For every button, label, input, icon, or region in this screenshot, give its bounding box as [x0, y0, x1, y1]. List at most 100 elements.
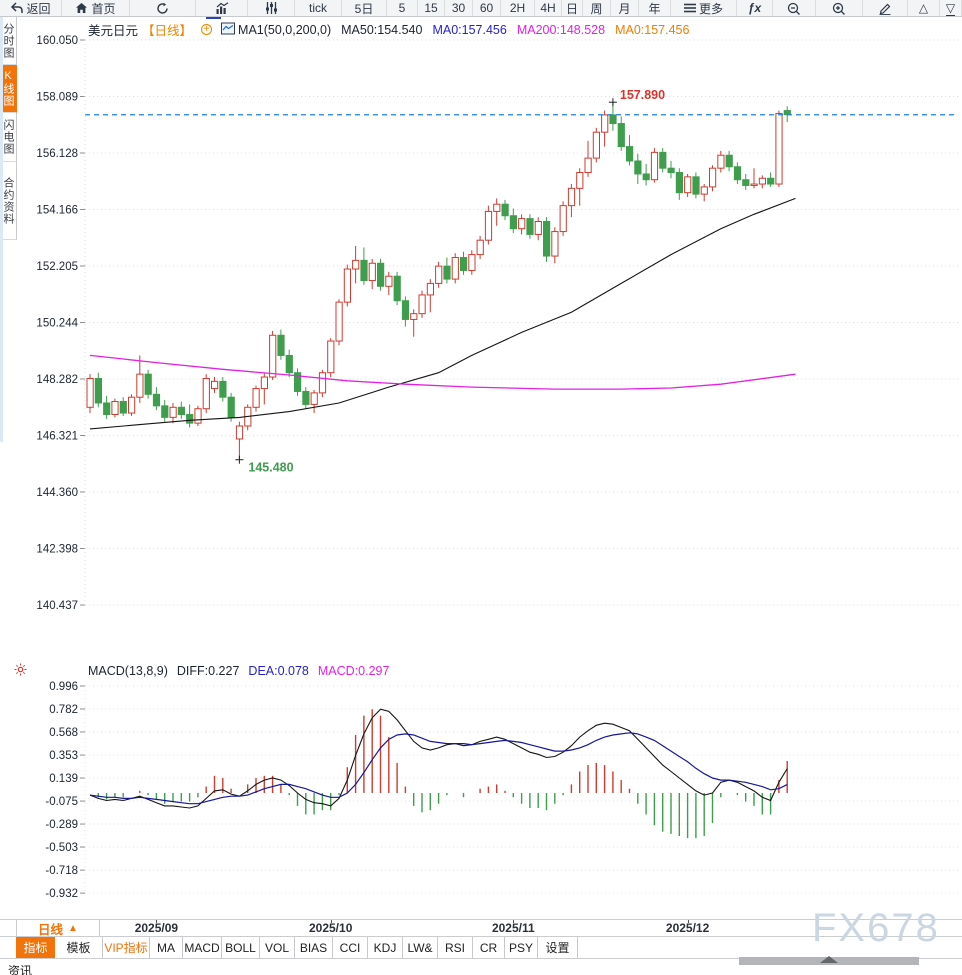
chart-canvas[interactable]: 160.050 158.089 156.128 154.166 152.205 150.2…: [0, 0, 962, 920]
indicator-button-ma[interactable]: MA: [150, 937, 183, 958]
period-15-label: 15: [424, 1, 438, 15]
indicator-button-psy[interactable]: PSY: [505, 937, 538, 958]
svg-text:-0.289: -0.289: [45, 819, 78, 831]
tab-news[interactable]: 资讯: [8, 964, 33, 975]
indicator-settings-button[interactable]: [248, 0, 295, 16]
zoom-in-icon: [832, 2, 846, 15]
sidebar-item-0[interactable]: 分时图: [0, 17, 17, 65]
ma-legend-item-0: MA1(50,0,200,0): [238, 22, 332, 37]
indicator-settings-icon[interactable]: [14, 663, 27, 681]
macd-dea-line: [89, 732, 788, 805]
indicator-button-vip指标[interactable]: VIP指标: [103, 937, 150, 958]
chart-type-button[interactable]: [196, 0, 248, 16]
svg-text:0.568: 0.568: [49, 727, 78, 739]
top-toolbar: 返回 首页 tick 5日 5 15 30 60 2H 4H 日周月 年 更多 ƒx △ ▽: [0, 0, 962, 17]
period-5d-label: 5日: [354, 1, 374, 16]
chevron-up-icon: ▲: [68, 922, 78, 934]
indicator-button-bias[interactable]: BIAS: [295, 937, 333, 958]
month-label-2025-10: 2025/10: [308, 921, 353, 935]
triangle-up-tool-button[interactable]: △: [908, 0, 940, 16]
month-label-2025-09: 2025/09: [134, 921, 179, 935]
period-year-button[interactable]: 年: [639, 0, 671, 16]
fx-functions-label: ƒx: [747, 1, 762, 15]
period-month-button[interactable]: 月: [611, 0, 639, 16]
period-year-label: 年: [648, 1, 661, 16]
svg-text:156.128: 156.128: [36, 148, 78, 160]
svg-text:157.890: 157.890: [620, 88, 665, 102]
back-arrow-icon: [10, 2, 24, 14]
ma-legend: MA1(50,0,200,0) MA50:154.540 MA0:157.456 MA…: [238, 23, 689, 37]
zoom-out-icon: [787, 2, 801, 15]
svg-text:0.782: 0.782: [49, 704, 78, 716]
refresh-button[interactable]: [130, 0, 196, 16]
indicator-button-cr[interactable]: CR: [473, 937, 505, 958]
period-15-button[interactable]: 15: [418, 0, 445, 16]
ma-legend-item-3: MA200:148.528: [516, 22, 606, 37]
month-tick: [330, 920, 332, 923]
panel-drag-handle[interactable]: [739, 956, 919, 965]
period-selector-label: 日线: [38, 922, 64, 937]
svg-text:158.089: 158.089: [36, 91, 78, 103]
month-tick: [156, 920, 158, 923]
period-30-button[interactable]: 30: [445, 0, 473, 16]
chart-type-sidebar: 分时图 K线图 闪电图 合约资料: [0, 17, 17, 240]
svg-text:150.244: 150.244: [36, 317, 78, 329]
period-selector-button[interactable]: 日线 ▲: [16, 920, 100, 937]
svg-text:160.050: 160.050: [36, 35, 78, 47]
svg-text:0.353: 0.353: [49, 750, 78, 762]
macd-legend-item-2: DEA:0.078: [248, 664, 309, 678]
sidebar-item-1-active[interactable]: K线图: [0, 65, 17, 113]
ma200-line: [89, 354, 796, 390]
time-axis-strip: 日线 ▲ 2025/09 2025/10 2025/11 2025/12: [0, 919, 962, 937]
period-60-button[interactable]: 60: [473, 0, 501, 16]
home-icon: [75, 2, 88, 14]
indicator-button-rsi[interactable]: RSI: [438, 937, 473, 958]
indicator-button-模板[interactable]: 模板: [55, 937, 103, 958]
period-5-button[interactable]: 5: [387, 0, 418, 16]
indicator-button-vol[interactable]: VOL: [260, 937, 295, 958]
period-4h-button[interactable]: 4H: [535, 0, 562, 16]
back-button[interactable]: 返回: [0, 0, 62, 16]
more-menu-button[interactable]: 更多: [671, 0, 737, 16]
home-button[interactable]: 首页: [62, 0, 130, 16]
mini-chart-icon[interactable]: [221, 22, 236, 38]
period-week-button[interactable]: 周: [583, 0, 611, 16]
high-annotation: 157.890: [608, 88, 665, 107]
period-2h-button[interactable]: 2H: [501, 0, 535, 16]
svg-text:154.166: 154.166: [36, 205, 78, 217]
indicator-button-cci[interactable]: CCI: [333, 937, 368, 958]
refresh-icon: [156, 2, 169, 15]
sidebar-item-2[interactable]: 闪电图: [0, 113, 17, 162]
month-label-2025-12: 2025/12: [665, 921, 710, 935]
circle-plus-icon[interactable]: +: [201, 24, 213, 35]
indicator-button-设置[interactable]: 设置: [538, 937, 578, 958]
svg-text:142.398: 142.398: [36, 544, 78, 556]
indicator-button-指标[interactable]: 指标: [16, 937, 55, 958]
fx-functions-button[interactable]: ƒx: [737, 0, 773, 16]
zoom-in-button[interactable]: [816, 0, 863, 16]
svg-text:146.321: 146.321: [36, 430, 78, 442]
tick-period-button[interactable]: tick: [295, 0, 342, 16]
zoom-out-button[interactable]: [773, 0, 816, 16]
indicator-button-lw[interactable]: LW&: [403, 937, 438, 958]
indicator-button-macd[interactable]: MACD: [183, 937, 222, 958]
period-5d-button[interactable]: 5日: [342, 0, 387, 16]
low-annotation: 145.480: [235, 455, 294, 475]
draw-tool-button[interactable]: [863, 0, 908, 16]
triangle-up-icon: △: [918, 1, 929, 15]
menu-icon: [683, 3, 696, 13]
svg-text:-0.075: -0.075: [45, 796, 78, 808]
active-tool-indicator: [206, 17, 221, 19]
indicator-button-kdj[interactable]: KDJ: [368, 937, 403, 958]
sidebar-item-3[interactable]: 合约资料: [0, 162, 17, 240]
indicator-button-boll[interactable]: BOLL: [222, 937, 260, 958]
sidebar-scrollbar[interactable]: [0, 17, 3, 442]
triangle-up-icon: [820, 956, 838, 963]
candlestick-series: [86, 102, 791, 460]
sliders-icon: [265, 2, 278, 14]
period-day-button[interactable]: 日: [562, 0, 583, 16]
triangle-down-tool-button[interactable]: ▽: [940, 0, 962, 16]
month-label-2025-11: 2025/11: [491, 921, 535, 935]
svg-text:145.480: 145.480: [248, 461, 293, 475]
